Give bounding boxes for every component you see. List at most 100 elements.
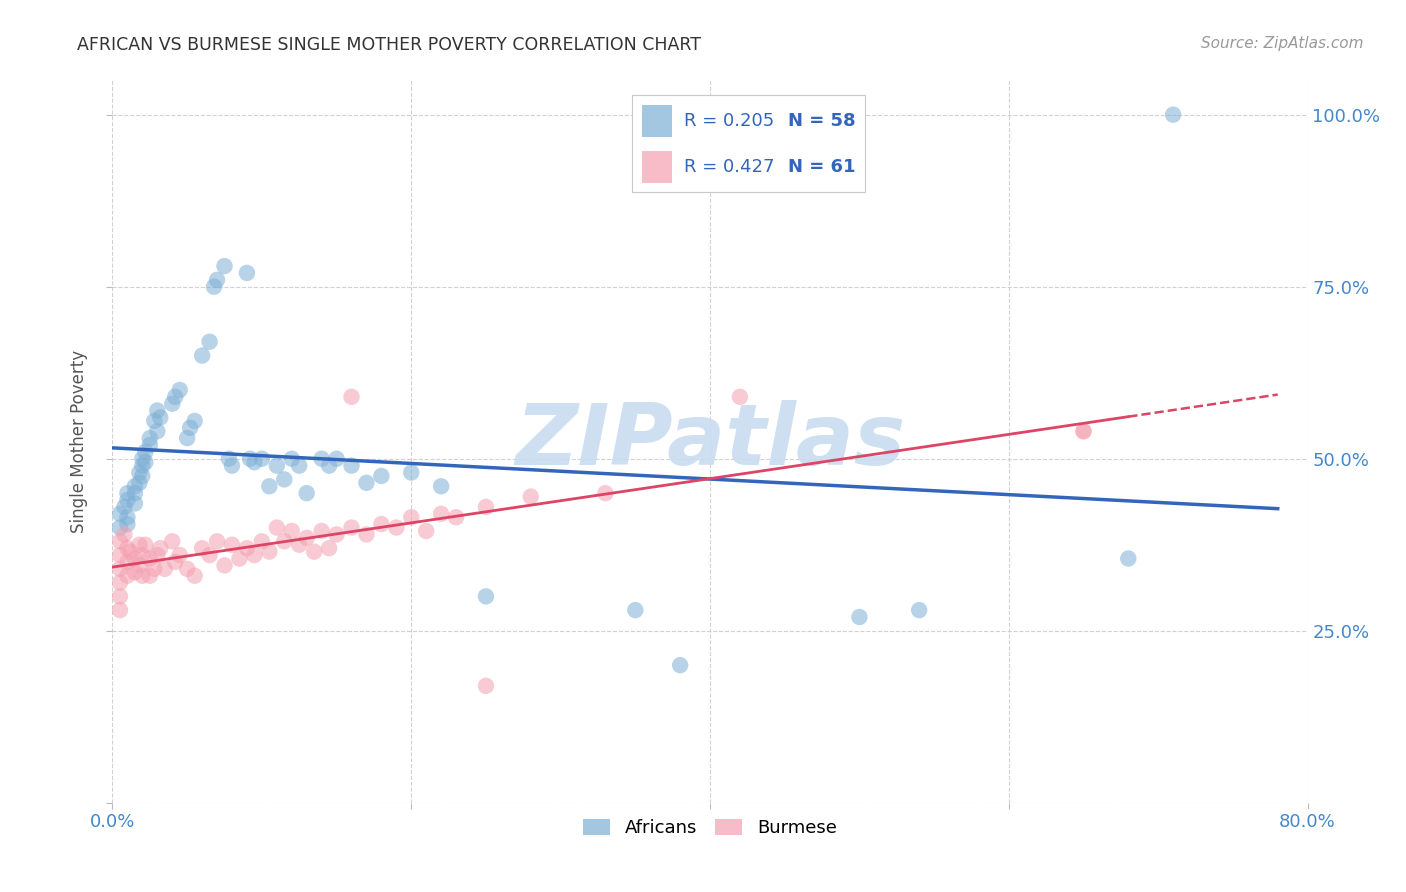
Point	[318, 458, 340, 473]
Point	[669, 658, 692, 673]
Point	[128, 466, 150, 480]
Y-axis label: Single Mother Poverty: Single Mother Poverty	[70, 350, 89, 533]
Point	[131, 548, 153, 562]
Point	[259, 544, 281, 558]
Point	[131, 469, 153, 483]
Point	[128, 538, 150, 552]
Point	[165, 390, 187, 404]
Point	[124, 496, 146, 510]
Point	[311, 451, 333, 466]
Point	[205, 273, 228, 287]
Point	[475, 590, 498, 604]
Point	[143, 414, 166, 428]
Point	[475, 500, 498, 514]
Point	[169, 383, 191, 397]
Point	[162, 397, 183, 411]
Point	[183, 414, 205, 428]
Point	[124, 479, 146, 493]
Point	[131, 458, 153, 473]
Point	[325, 527, 347, 541]
Point	[198, 334, 221, 349]
Point	[236, 266, 259, 280]
Point	[117, 517, 139, 532]
Point	[183, 568, 205, 582]
Point	[108, 575, 131, 590]
Text: ZIPatlas: ZIPatlas	[515, 400, 905, 483]
Point	[848, 610, 870, 624]
Point	[520, 490, 543, 504]
Point	[370, 469, 392, 483]
Point	[221, 538, 243, 552]
Point	[1073, 424, 1095, 438]
Point	[311, 524, 333, 538]
Point	[415, 524, 437, 538]
Point	[114, 527, 135, 541]
Point	[191, 349, 214, 363]
Point	[108, 590, 131, 604]
Point	[149, 410, 172, 425]
Point	[128, 475, 150, 490]
Point	[728, 390, 751, 404]
Point	[266, 520, 288, 534]
Point	[1118, 551, 1140, 566]
Point	[108, 534, 131, 549]
Point	[214, 259, 236, 273]
Point	[288, 538, 311, 552]
Point	[124, 551, 146, 566]
Point	[318, 541, 340, 556]
Point	[243, 455, 266, 469]
Point	[205, 534, 228, 549]
Point	[139, 551, 162, 566]
Point	[624, 603, 647, 617]
Point	[117, 555, 139, 569]
Point	[281, 451, 304, 466]
Point	[288, 458, 311, 473]
Text: AFRICAN VS BURMESE SINGLE MOTHER POVERTY CORRELATION CHART: AFRICAN VS BURMESE SINGLE MOTHER POVERTY…	[77, 36, 702, 54]
Point	[162, 534, 183, 549]
Point	[124, 566, 146, 580]
Point	[108, 562, 131, 576]
Point	[120, 544, 142, 558]
Point	[295, 486, 318, 500]
Point	[340, 458, 363, 473]
Point	[117, 541, 139, 556]
Point	[202, 279, 225, 293]
Point	[179, 421, 201, 435]
Point	[1161, 108, 1184, 122]
Point	[370, 517, 392, 532]
Legend: Africans, Burmese: Africans, Burmese	[576, 812, 844, 845]
Point	[430, 479, 453, 493]
Point	[475, 679, 498, 693]
Point	[108, 548, 131, 562]
Point	[243, 548, 266, 562]
Point	[131, 451, 153, 466]
Point	[117, 568, 139, 582]
Point	[139, 438, 162, 452]
Point	[139, 568, 162, 582]
Point	[259, 479, 281, 493]
Point	[401, 510, 423, 524]
Point	[124, 486, 146, 500]
Point	[114, 500, 135, 514]
Point	[108, 507, 131, 521]
Point	[134, 455, 156, 469]
Point	[228, 551, 250, 566]
Point	[117, 493, 139, 508]
Point	[143, 562, 166, 576]
Point	[176, 431, 198, 445]
Point	[131, 568, 153, 582]
Point	[176, 562, 198, 576]
Point	[117, 510, 139, 524]
Point	[250, 451, 273, 466]
Point	[191, 541, 214, 556]
Point	[340, 390, 363, 404]
Point	[108, 603, 131, 617]
Point	[236, 541, 259, 556]
Point	[139, 431, 162, 445]
Point	[908, 603, 931, 617]
Point	[149, 541, 172, 556]
Point	[134, 538, 156, 552]
Point	[385, 520, 408, 534]
Point	[153, 562, 176, 576]
Text: Source: ZipAtlas.com: Source: ZipAtlas.com	[1201, 36, 1364, 51]
